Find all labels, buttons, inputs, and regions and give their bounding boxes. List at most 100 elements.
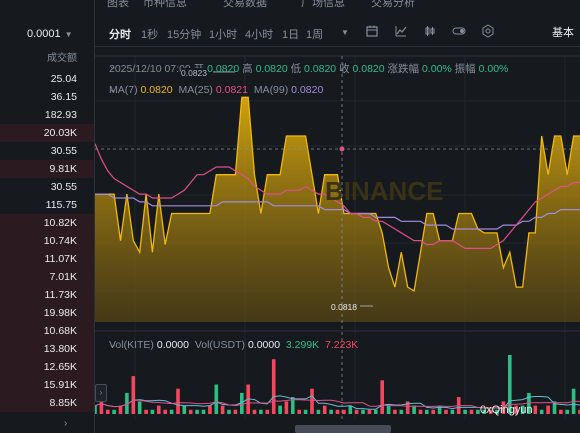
amount-row: 25.04: [50, 73, 77, 85]
ohlc-legend: ⌄ 2025/12/10 07:09 开 0.0820 高 0.0820 低 0…: [109, 61, 508, 76]
amount-row: 10.82K: [0, 214, 94, 232]
caret-down-icon: ▼: [341, 28, 349, 37]
calendar-icon[interactable]: [365, 24, 379, 38]
settings-icon[interactable]: [481, 24, 495, 38]
amount-row: 10.74K: [0, 232, 94, 250]
ohlc-datetime: 2025/12/10 07:09: [109, 63, 191, 75]
amount-row: 20.03K: [0, 124, 94, 142]
volume-legend: ⌄ Vol(KITE) 0.0000 Vol(USDT) 0.0000 3.29…: [109, 339, 358, 351]
volume-bar: [335, 409, 340, 414]
price-precision-value: 0.0001: [27, 28, 61, 40]
basic-view-toggle[interactable]: 基本: [552, 27, 574, 39]
ma25-line: [95, 143, 580, 249]
volume-bar: [393, 409, 397, 414]
volume-bar: [131, 376, 136, 414]
volume-bar: [252, 409, 257, 414]
volume-bar: [539, 409, 544, 414]
volume-bar: [444, 409, 448, 414]
top-tab-4[interactable]: 广场信息: [301, 0, 345, 9]
volume-bar: [118, 405, 123, 414]
vol-usdt-value: 0.0000: [247, 339, 281, 351]
amount-list: 25.04 36.15 182.93 20.03K 30.55 9.81K 30.55 115…: [0, 70, 94, 412]
volume-bar: [303, 409, 308, 414]
tab-timeframe-2[interactable]: 15分钟: [167, 29, 202, 41]
amount-row: 30.55: [50, 181, 77, 193]
amount-row: 30.55: [50, 145, 77, 157]
vol-ma-b-value: 7.223K: [325, 339, 359, 351]
change-value: 0.00%: [421, 63, 452, 75]
volume-bar: [106, 409, 110, 414]
collapse-caret-icon[interactable]: ⌄: [109, 84, 117, 94]
low-value: 0.0820: [304, 63, 337, 75]
volume-bar: [310, 388, 314, 414]
low-label: 低: [290, 63, 302, 75]
crosshair-point: [339, 146, 345, 152]
amount-row: 36.15: [50, 91, 77, 103]
vol-usdt-label: Vol(USDT): [194, 339, 246, 351]
amount-row: 13.80K: [0, 340, 94, 358]
volume-bar: [297, 409, 301, 414]
pane-handle-icon[interactable]: ›: [95, 384, 107, 402]
ma7-value: 0.0820: [140, 84, 173, 96]
tab-timeframe-4[interactable]: 4小时: [245, 29, 274, 41]
ma99-value: 0.0820: [291, 84, 324, 96]
volume-bar: [418, 409, 423, 414]
order-book-panel: 0.0001 ▼ 成交额 25.04 36.15 182.93 20.03K 30.55 9…: [0, 0, 95, 433]
volume-bar: [374, 409, 378, 414]
ma99-line: [95, 193, 580, 230]
line-chart-icon[interactable]: [394, 24, 408, 38]
amount-row: 15.91K: [0, 376, 94, 394]
volume-bar: [405, 401, 410, 414]
top-tab-5[interactable]: 交易分析: [371, 0, 415, 9]
volume-bar: [271, 359, 276, 414]
volume-bar: [163, 409, 167, 414]
volume-bar: [488, 409, 493, 414]
amount-row: 8.85K: [0, 394, 94, 412]
open-value: 0.0820: [207, 63, 240, 75]
watermark-text: 0xQingyun: [480, 404, 533, 416]
chevron-right-icon[interactable]: ›: [64, 418, 68, 429]
volume-bar: [342, 409, 346, 414]
tab-timeframe-6[interactable]: 1周: [306, 29, 324, 41]
top-tab-1[interactable]: 图表: [107, 0, 129, 9]
volume-bar: [476, 409, 480, 414]
ma7-label: MA(7): [109, 84, 138, 96]
tab-timeframe-0[interactable]: 分时: [109, 29, 131, 41]
volume-bar: [348, 405, 353, 414]
tab-timeframe-1[interactable]: 1秒: [141, 29, 159, 41]
collapse-caret-icon[interactable]: ⌄: [109, 61, 117, 71]
more-timeframes-dropdown[interactable]: ▼: [341, 26, 349, 38]
volume-bar: [380, 380, 384, 414]
chevron-down-icon: ▼: [64, 30, 73, 39]
volume-bar: [176, 388, 180, 414]
price-chart[interactable]: BINANCE: [95, 0, 580, 433]
volume-bar: [508, 355, 512, 414]
amount-row: 12.65K: [0, 358, 94, 376]
ma99-label: MA(99): [253, 84, 289, 96]
timeframe-toolbar: 分时 1秒 15分钟 1小时 4小时 1日 1周 ▼: [95, 18, 580, 47]
volume-bar: [240, 392, 244, 414]
volume-bar: [233, 409, 238, 414]
top-tab-3[interactable]: 交易数据: [223, 0, 267, 9]
toggle-icon[interactable]: [452, 24, 466, 38]
candlestick-icon[interactable]: [423, 24, 437, 38]
tab-timeframe-3[interactable]: 1小时: [209, 29, 238, 41]
tab-timeframe-5[interactable]: 1日: [282, 29, 300, 41]
volume-bar: [425, 409, 429, 414]
amount-row: 9.81K: [0, 160, 94, 178]
amplitude-label: 振幅: [454, 63, 476, 75]
amount-row: 19.98K: [0, 304, 94, 322]
volume-bar: [386, 405, 391, 414]
chart-scrollbar[interactable]: [295, 425, 391, 433]
volume-bar: [329, 409, 333, 414]
ma25-value: 0.0821: [215, 84, 248, 96]
top-tab-2[interactable]: 币种信息: [143, 0, 187, 9]
collapse-caret-icon[interactable]: ⌄: [109, 339, 117, 349]
volume-bar: [565, 409, 569, 414]
volume-bar: [578, 409, 580, 414]
price-precision-select[interactable]: 0.0001 ▼: [27, 28, 73, 40]
volume-bar: [169, 409, 174, 414]
high-label: 高: [242, 63, 253, 75]
high-value: 0.0820: [255, 63, 288, 75]
volume-bar: [322, 405, 327, 414]
